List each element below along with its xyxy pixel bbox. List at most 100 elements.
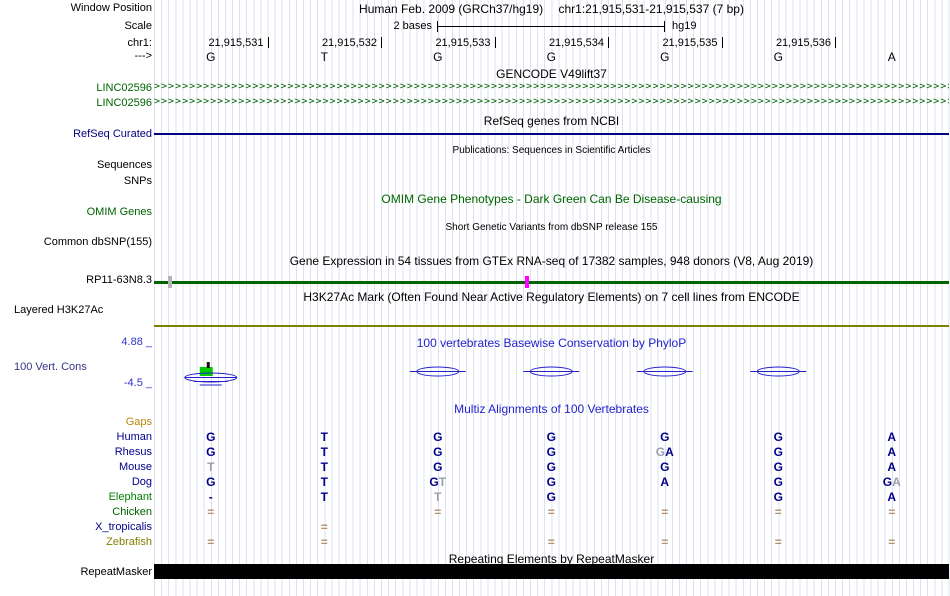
- alignment-cell[interactable]: =: [764, 505, 792, 519]
- repeatmasker-bar[interactable]: [154, 564, 949, 579]
- alignment-cell[interactable]: T: [310, 430, 338, 444]
- track-label-common-dbsnp[interactable]: Common dbSNP(155): [43, 236, 152, 248]
- alignment-cell[interactable]: T: [424, 490, 452, 504]
- gtex-magenta-tick[interactable]: [525, 276, 529, 288]
- alignment-cell[interactable]: A: [878, 445, 906, 459]
- alignment-cell[interactable]: A: [651, 475, 679, 489]
- track-header-refseq[interactable]: RefSeq genes from NCBI: [483, 114, 620, 128]
- track-label-refseq-curated[interactable]: RefSeq Curated: [73, 128, 152, 140]
- refseq-gene-line[interactable]: [154, 133, 949, 135]
- track-header-dbsnp[interactable]: Short Genetic Variants from dbSNP releas…: [445, 222, 658, 233]
- alignment-cell[interactable]: =: [424, 505, 452, 519]
- gtex-gene-line[interactable]: [154, 281, 949, 284]
- track-header-publications[interactable]: Publications: Sequences in Scientific Ar…: [452, 145, 651, 156]
- multiz-row-label-human[interactable]: Human: [116, 431, 152, 443]
- alignment-cell[interactable]: G: [197, 475, 225, 489]
- alignment-cell[interactable]: =: [651, 535, 679, 549]
- track-label-repeatmasker[interactable]: RepeatMasker: [80, 566, 152, 578]
- alignment-cell[interactable]: G: [764, 475, 792, 489]
- alignment-cell[interactable]: =: [537, 535, 565, 549]
- alignment-cell[interactable]: T: [310, 460, 338, 474]
- reference-base[interactable]: G: [660, 50, 670, 64]
- alignment-cell[interactable]: G: [537, 430, 565, 444]
- alignment-cell[interactable]: G: [197, 445, 225, 459]
- track-header-gencode[interactable]: GENCODE V49lift37: [496, 67, 607, 81]
- alignment-cell[interactable]: =: [537, 505, 565, 519]
- alignment-cell[interactable]: G: [651, 460, 679, 474]
- reference-base[interactable]: G: [546, 50, 556, 64]
- transcript-direction-arrows[interactable]: >>>>>>>>>>>>>>>>>>>>>>>>>>>>>>>>>>>>>>>>…: [154, 96, 949, 107]
- multiz-row-label-chicken[interactable]: Chicken: [112, 506, 152, 518]
- alignment-cell[interactable]: G: [424, 430, 452, 444]
- alignment-cell[interactable]: G: [197, 430, 225, 444]
- multiz-row-label-elephant[interactable]: Elephant: [108, 491, 152, 503]
- alignment-cell[interactable]: =: [197, 535, 225, 549]
- alignment-cell[interactable]: =: [651, 505, 679, 519]
- alignment-cell[interactable]: -: [197, 490, 225, 504]
- multiz-row-label-dog[interactable]: Dog: [131, 476, 152, 488]
- track-label-conservation[interactable]: 100 Vert. Cons: [14, 361, 87, 373]
- alignment-cell[interactable]: T: [197, 460, 225, 474]
- alignment-cell[interactable]: =: [310, 520, 338, 534]
- alignment-cell[interactable]: =: [764, 535, 792, 549]
- alignment-cell[interactable]: G: [537, 445, 565, 459]
- base-letter: G: [433, 445, 443, 459]
- track-label-gtex-gene[interactable]: RP11-63N8.3: [86, 274, 152, 286]
- base-letter: T: [207, 460, 215, 474]
- alignment-cell[interactable]: =: [197, 505, 225, 519]
- alignment-cell[interactable]: G: [764, 490, 792, 504]
- track-label-snps[interactable]: SNPs: [123, 175, 152, 187]
- multiz-row-label-zebrafish[interactable]: Zebrafish: [106, 536, 152, 548]
- alignment-cell[interactable]: G: [537, 490, 565, 504]
- alignment-cell[interactable]: T: [310, 490, 338, 504]
- track-label-sequences[interactable]: Sequences: [96, 159, 152, 171]
- alignment-cell[interactable]: A: [878, 460, 906, 474]
- conservation-black-tick: [206, 362, 210, 368]
- h3k27ac-signal-line[interactable]: [154, 325, 949, 327]
- reference-base[interactable]: G: [206, 50, 216, 64]
- alignment-cell[interactable]: G: [764, 430, 792, 444]
- track-header-h3k27ac[interactable]: H3K27Ac Mark (Often Found Near Active Re…: [303, 290, 800, 304]
- conservation-glyphs[interactable]: [154, 350, 949, 396]
- reference-base[interactable]: G: [773, 50, 783, 64]
- alignment-cell[interactable]: G: [651, 430, 679, 444]
- gencode-transcript-label[interactable]: LINC02596: [96, 82, 152, 94]
- track-header-omim[interactable]: OMIM Gene Phenotypes - Dark Green Can Be…: [381, 192, 722, 206]
- alignment-cell[interactable]: =: [878, 505, 906, 519]
- reference-base[interactable]: A: [887, 50, 896, 64]
- multiz-row-label-rhesus[interactable]: Rhesus: [114, 446, 152, 458]
- conservation-green-box: [199, 367, 213, 376]
- track-header-conservation[interactable]: 100 vertebrates Basewise Conservation by…: [416, 336, 687, 350]
- gencode-transcript-label[interactable]: LINC02596: [96, 97, 152, 109]
- alignment-cell[interactable]: G: [537, 475, 565, 489]
- multiz-row-label-gaps[interactable]: Gaps: [125, 416, 152, 428]
- alignment-cell[interactable]: =: [878, 535, 906, 549]
- alignment-cell[interactable]: G: [764, 445, 792, 459]
- track-header-gtex[interactable]: Gene Expression in 54 tissues from GTEx …: [289, 254, 814, 268]
- base-letter: =: [661, 505, 669, 519]
- alignment-cell[interactable]: G: [764, 460, 792, 474]
- reference-base[interactable]: T: [320, 50, 328, 64]
- transcript-direction-arrows[interactable]: >>>>>>>>>>>>>>>>>>>>>>>>>>>>>>>>>>>>>>>>…: [154, 81, 949, 92]
- track-label-omim-genes[interactable]: OMIM Genes: [86, 206, 152, 218]
- ruler-position-label: 21,915,533: [435, 37, 491, 49]
- alignment-cell[interactable]: GT: [424, 475, 452, 489]
- track-header-multiz[interactable]: Multiz Alignments of 100 Vertebrates: [454, 402, 649, 416]
- gtex-gray-tick[interactable]: [168, 276, 172, 288]
- alignment-cell[interactable]: GA: [878, 475, 906, 489]
- alignment-cell[interactable]: T: [310, 445, 338, 459]
- alignment-cell[interactable]: A: [878, 490, 906, 504]
- alignment-cell[interactable]: G: [537, 460, 565, 474]
- multiz-row-label-mouse[interactable]: Mouse: [118, 461, 152, 473]
- track-label-h3k27ac[interactable]: Layered H3K27Ac: [14, 304, 104, 316]
- multiz-row-label-x_tropicalis[interactable]: X_tropicalis: [95, 521, 152, 533]
- alignment-cell[interactable]: =: [310, 535, 338, 549]
- alignment-cell[interactable]: G: [424, 460, 452, 474]
- alignment-cell[interactable]: GA: [651, 445, 679, 459]
- alignment-cell[interactable]: G: [424, 445, 452, 459]
- reference-base[interactable]: G: [433, 50, 443, 64]
- alignment-cell[interactable]: A: [878, 430, 906, 444]
- track-header-repeatmasker[interactable]: Repeating Elements by RepeatMasker: [448, 552, 655, 566]
- alignment-cell[interactable]: T: [310, 475, 338, 489]
